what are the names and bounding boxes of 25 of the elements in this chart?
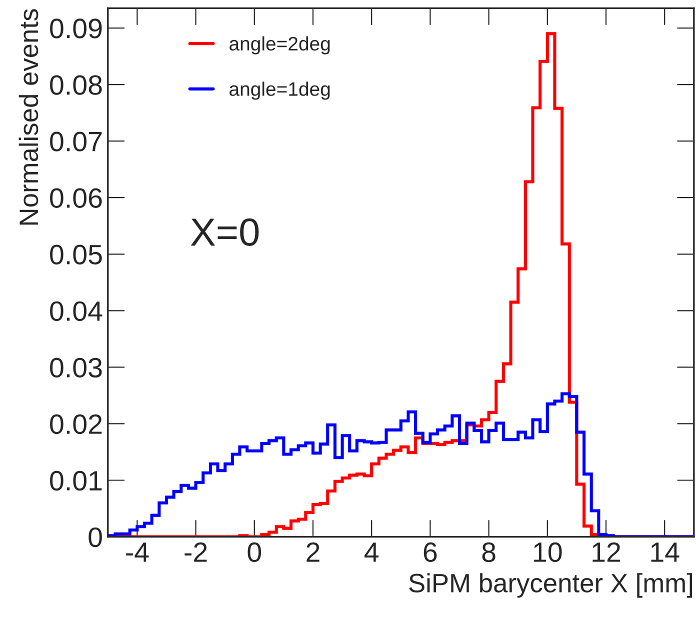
annotation: X=0: [190, 218, 259, 246]
y-tick-label: 0.09: [50, 18, 102, 38]
legend-label: angle=1deg: [230, 82, 330, 100]
y-tick-label: 0.03: [50, 358, 102, 378]
x-tick-label: -4: [126, 542, 149, 562]
x-tick-label: 8: [482, 542, 496, 562]
y-tick-label: 0.02: [50, 414, 102, 434]
x-tick-label: 6: [424, 542, 437, 562]
x-tick-label: -2: [184, 542, 207, 562]
y-tick-label: 0.06: [50, 188, 102, 208]
x-axis-title: SiPM barycenter X [mm]: [409, 573, 692, 598]
y-tick-label: 0.08: [50, 75, 102, 95]
y-tick-label: 0.05: [50, 244, 102, 264]
x-tick-label: 14: [651, 542, 680, 562]
y-tick-label: 0: [88, 527, 102, 548]
y-axis-title: Normalised events: [18, 9, 38, 225]
x-tick-label: 10: [534, 542, 562, 562]
y-tick-label: 0.07: [50, 132, 102, 152]
y-tick-label: 0.01: [50, 470, 102, 491]
y-tick-label: 0.04: [50, 301, 102, 322]
x-tick-label: 0: [248, 542, 262, 562]
x-tick-label: 12: [592, 542, 620, 562]
x-tick-label: 4: [364, 542, 379, 562]
legend-label: angle=2deg: [230, 36, 330, 54]
x-tick-label: 2: [306, 542, 320, 562]
